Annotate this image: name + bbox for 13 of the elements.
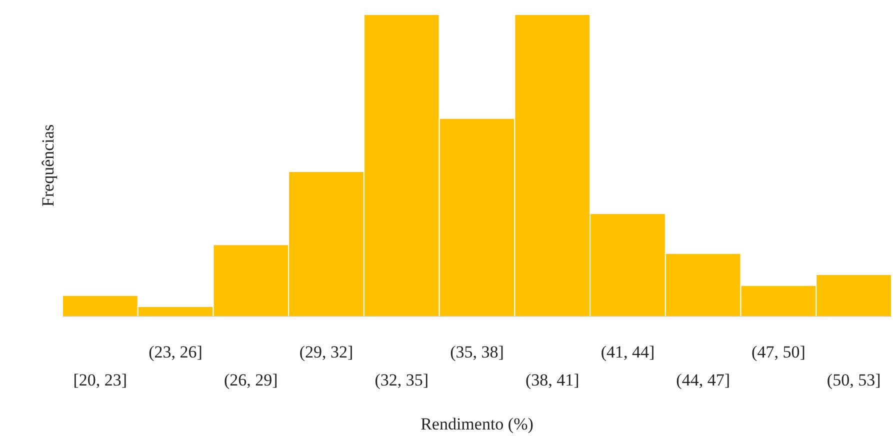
x-tick-label: [20, 23] [73,370,128,390]
x-tick-label: (29, 32] [299,342,354,362]
x-tick-label: (50, 53] [826,370,881,390]
x-tick-label: (23, 26] [148,342,202,362]
x-tick-label: (44, 47] [676,370,730,390]
x-axis-title: Rendimento (%) [420,414,534,434]
x-tick-label: (47, 50] [752,342,806,362]
x-tick-label: (26, 29] [224,370,278,390]
x-tick-label: (41, 44] [600,342,655,362]
x-tick-label: (35, 38] [450,342,504,362]
x-tick-label: (32, 35] [374,370,429,390]
y-axis-title: Frequências [38,124,58,207]
x-tick-label: (38, 41] [525,370,580,390]
